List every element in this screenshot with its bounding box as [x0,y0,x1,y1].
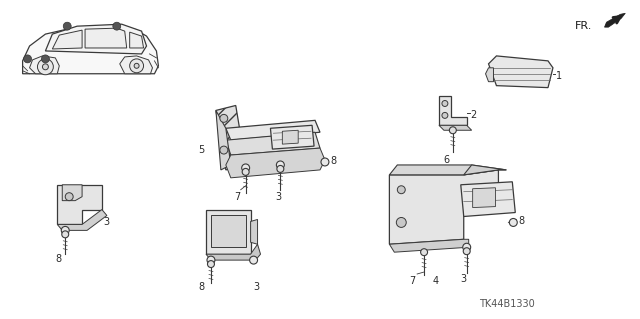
Text: 7: 7 [234,192,240,202]
Polygon shape [389,165,506,175]
Polygon shape [605,13,625,27]
Polygon shape [216,106,246,170]
Polygon shape [226,148,325,178]
Polygon shape [473,188,495,208]
Polygon shape [211,214,246,247]
Circle shape [42,64,49,70]
Text: 1: 1 [556,71,562,81]
Polygon shape [45,24,147,54]
Circle shape [442,100,448,107]
Circle shape [250,256,257,264]
Text: 6: 6 [444,155,450,165]
Text: TK44B1330: TK44B1330 [479,299,534,309]
Polygon shape [85,28,127,48]
Circle shape [134,63,139,68]
Polygon shape [58,185,102,225]
Circle shape [65,193,73,201]
Text: 7: 7 [409,276,415,286]
Circle shape [63,22,71,30]
Polygon shape [488,56,553,88]
Circle shape [24,55,31,63]
Circle shape [277,166,284,172]
Circle shape [276,161,284,169]
Circle shape [130,59,143,73]
Polygon shape [464,165,506,175]
Polygon shape [389,170,499,244]
Circle shape [449,127,456,134]
Circle shape [61,226,69,234]
Polygon shape [52,30,82,49]
Polygon shape [226,120,320,140]
Circle shape [62,231,68,238]
Polygon shape [226,132,320,155]
Circle shape [220,115,228,122]
Polygon shape [251,219,257,244]
Circle shape [207,256,215,264]
Circle shape [463,248,470,255]
Polygon shape [22,26,159,74]
Polygon shape [206,244,260,260]
Circle shape [463,243,470,251]
Text: 8: 8 [330,156,336,166]
Circle shape [207,261,214,268]
Polygon shape [439,125,472,130]
Circle shape [42,55,49,63]
Text: 4: 4 [433,276,439,286]
Polygon shape [29,56,60,74]
Polygon shape [206,210,251,254]
Circle shape [442,112,448,118]
Text: FR.: FR. [575,21,593,31]
Polygon shape [439,96,467,125]
Text: 5: 5 [198,145,204,155]
Text: 3: 3 [461,274,467,284]
Polygon shape [58,210,107,230]
Polygon shape [486,68,493,82]
Circle shape [242,168,249,175]
Circle shape [242,164,250,172]
Text: 8: 8 [518,217,524,226]
Polygon shape [120,56,152,74]
Polygon shape [130,32,143,48]
Circle shape [113,22,121,30]
Text: 8: 8 [198,282,204,292]
Text: 3: 3 [253,282,260,292]
Text: 2: 2 [470,110,477,121]
Polygon shape [271,125,314,149]
Polygon shape [216,110,231,170]
Text: 3: 3 [103,218,109,227]
Circle shape [509,219,517,226]
Text: 8: 8 [55,254,61,264]
Polygon shape [461,182,515,217]
Circle shape [321,158,329,166]
Circle shape [396,218,406,227]
Circle shape [397,186,405,194]
Polygon shape [389,239,468,252]
Circle shape [420,249,428,256]
Circle shape [38,59,53,75]
Polygon shape [62,185,82,201]
Polygon shape [282,130,298,144]
Circle shape [220,146,228,154]
Text: 3: 3 [275,192,282,202]
